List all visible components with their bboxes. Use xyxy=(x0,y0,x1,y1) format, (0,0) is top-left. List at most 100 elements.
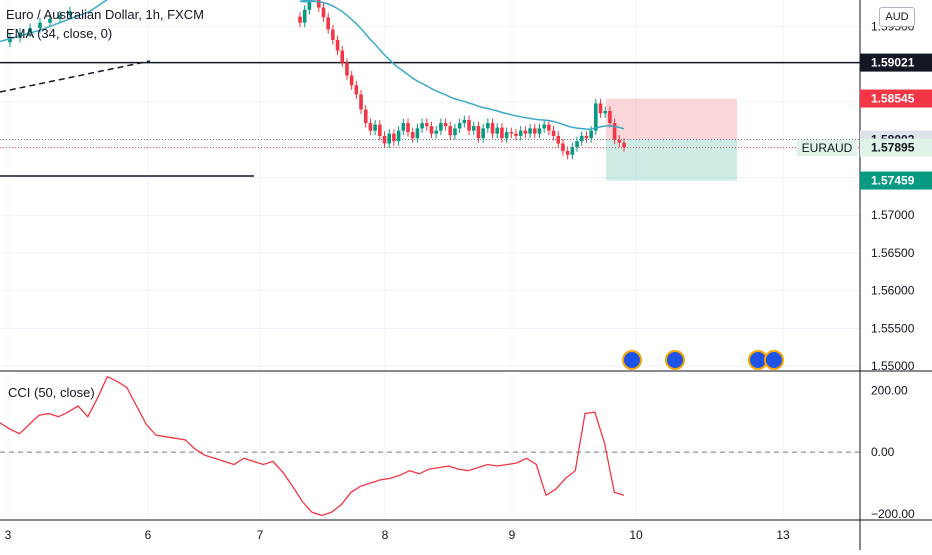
ema-line-left xyxy=(0,0,108,43)
candle xyxy=(523,130,528,134)
candle xyxy=(612,123,617,140)
price-badge xyxy=(860,89,932,108)
candle xyxy=(349,75,354,86)
stop-zone xyxy=(606,98,737,140)
price-badge-label: 1.57459 xyxy=(871,174,915,188)
candle xyxy=(579,135,584,142)
candle xyxy=(434,130,438,134)
candle xyxy=(68,11,72,16)
euro-event-icon xyxy=(764,350,784,370)
candle xyxy=(570,147,575,155)
symbol-tag: EURAUD xyxy=(797,140,857,156)
candle xyxy=(363,109,368,124)
candle xyxy=(589,130,593,139)
candle xyxy=(561,143,565,152)
time-tick-label: 13 xyxy=(776,528,790,542)
candle xyxy=(476,126,481,139)
currency-button[interactable]: AUD xyxy=(879,7,915,27)
time-tick-label: 8 xyxy=(382,528,389,542)
candle xyxy=(594,103,598,131)
candle xyxy=(504,132,509,139)
time-tick-label: 10 xyxy=(629,528,643,542)
candle xyxy=(392,133,396,142)
candle xyxy=(537,128,542,134)
candle xyxy=(396,130,401,142)
time-tick-label: 9 xyxy=(509,528,516,542)
candle xyxy=(481,128,485,139)
candle xyxy=(617,139,622,143)
candle xyxy=(528,128,532,134)
price-tick-label: 1.56000 xyxy=(871,284,915,298)
candle xyxy=(410,132,415,139)
candle xyxy=(448,126,453,136)
price-badge xyxy=(860,138,932,157)
cci-tick-label: 200.00 xyxy=(871,384,908,398)
price-badge xyxy=(860,171,932,190)
price-tick-label: 1.55000 xyxy=(871,359,915,373)
candle xyxy=(38,22,42,28)
candle xyxy=(518,130,523,136)
candle xyxy=(354,85,359,95)
euro-event-icon xyxy=(622,350,642,370)
candle xyxy=(316,0,321,8)
ema-legend: EMA (34, close, 0) xyxy=(6,26,113,41)
candle xyxy=(8,37,12,43)
candle xyxy=(331,29,335,41)
candle xyxy=(439,123,443,131)
candle xyxy=(443,123,448,127)
candle xyxy=(429,126,434,134)
candle xyxy=(406,123,410,133)
candle xyxy=(453,128,457,136)
candle xyxy=(462,120,467,124)
candle xyxy=(471,126,476,131)
candle xyxy=(622,142,626,148)
candle xyxy=(335,40,340,51)
cci-tick-label: −200.00 xyxy=(871,507,915,521)
price-tick-label: 1.57000 xyxy=(871,208,915,222)
candle xyxy=(467,120,471,131)
candle xyxy=(598,103,603,114)
candle xyxy=(584,135,589,139)
cci-legend: CCI (50, close) xyxy=(8,385,95,400)
price-badge xyxy=(860,53,932,72)
candle xyxy=(387,133,392,144)
aud-event-icon xyxy=(665,350,685,370)
candle xyxy=(608,111,612,124)
candle xyxy=(542,124,546,129)
candle xyxy=(495,127,500,134)
candle xyxy=(575,141,579,148)
candle xyxy=(500,127,504,139)
candle xyxy=(420,123,424,129)
candle xyxy=(532,128,537,134)
price-tick-label: 1.56500 xyxy=(871,246,915,260)
candle xyxy=(48,18,52,23)
time-tick-label: 7 xyxy=(257,528,264,542)
ema-line xyxy=(299,0,625,130)
candle xyxy=(28,27,32,33)
candle xyxy=(565,151,570,155)
candle xyxy=(298,16,302,23)
candle xyxy=(509,132,514,134)
candle xyxy=(551,130,556,136)
candle xyxy=(382,135,387,144)
dashed-trend-line xyxy=(0,60,151,93)
price-badge-label: 1.57895 xyxy=(871,141,915,155)
candle xyxy=(368,123,373,131)
candle xyxy=(340,50,345,63)
candle xyxy=(326,17,330,30)
time-tick-label: 6 xyxy=(145,528,152,542)
price-badge-label: 1.59021 xyxy=(871,56,915,70)
symbol-title: Euro / Australian Dollar, 1h, FXCM xyxy=(6,7,204,22)
candle xyxy=(457,123,462,129)
candle xyxy=(373,124,377,131)
price-badge-label: 1.58545 xyxy=(871,92,915,106)
candle xyxy=(424,123,429,127)
candle xyxy=(547,124,551,131)
cci-tick-label: 0.00 xyxy=(871,445,895,459)
cci-line xyxy=(0,375,625,517)
candle xyxy=(345,62,349,76)
target-zone xyxy=(606,139,737,181)
candle xyxy=(514,133,518,136)
